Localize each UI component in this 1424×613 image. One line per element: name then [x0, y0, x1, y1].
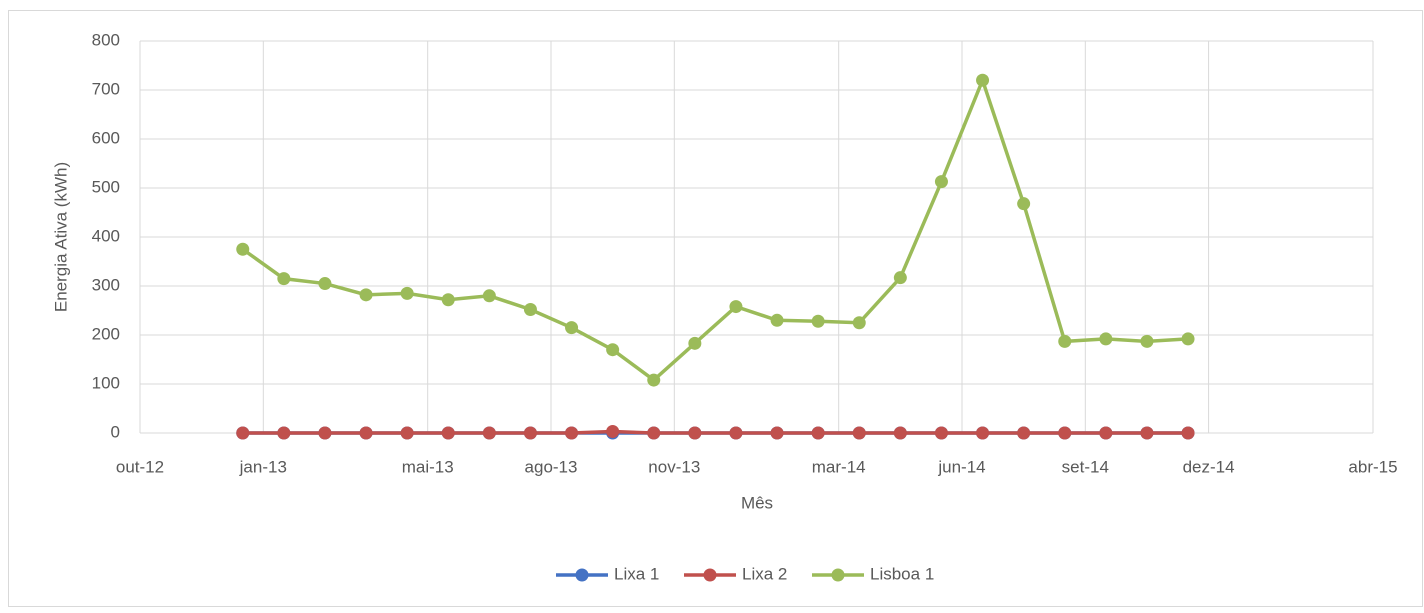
- data-point: [1140, 426, 1154, 440]
- data-point: [976, 426, 990, 440]
- data-point: [770, 313, 784, 327]
- data-point: [1017, 197, 1031, 211]
- y-tick-label: 200: [92, 324, 120, 343]
- x-tick-label: jan-13: [239, 457, 287, 476]
- x-tick-label: dez-14: [1183, 457, 1235, 476]
- data-point: [359, 288, 373, 302]
- x-tick-label: mai-13: [402, 457, 454, 476]
- data-point: [934, 426, 948, 440]
- data-point: [1099, 426, 1113, 440]
- y-tick-label: 800: [92, 30, 120, 49]
- data-point: [688, 426, 702, 440]
- data-point: [1181, 332, 1195, 346]
- data-point: [565, 426, 579, 440]
- data-point: [1017, 426, 1031, 440]
- data-point: [770, 426, 784, 440]
- data-point: [811, 426, 825, 440]
- x-tick-label: abr-15: [1348, 457, 1397, 476]
- data-point: [565, 321, 579, 335]
- data-point: [1140, 334, 1154, 348]
- data-point: [441, 293, 455, 307]
- data-point: [523, 426, 537, 440]
- data-point: [811, 314, 825, 328]
- chart-frame: [8, 10, 1423, 607]
- data-point: [647, 373, 661, 387]
- data-point: [852, 316, 866, 330]
- data-point: [482, 426, 496, 440]
- legend-label: Lixa 1: [614, 564, 659, 583]
- y-tick-label: 600: [92, 128, 120, 147]
- data-point: [1058, 426, 1072, 440]
- data-point: [523, 303, 537, 317]
- data-point: [893, 426, 907, 440]
- data-point: [1099, 332, 1113, 346]
- data-point: [606, 343, 620, 357]
- data-point: [359, 426, 373, 440]
- legend-marker: [575, 568, 589, 582]
- data-point: [318, 426, 332, 440]
- x-tick-label: jun-14: [937, 457, 985, 476]
- data-point: [688, 336, 702, 350]
- legend-label: Lixa 2: [742, 564, 787, 583]
- data-point: [976, 73, 990, 87]
- data-point: [1181, 426, 1195, 440]
- data-point: [236, 242, 250, 256]
- data-point: [277, 272, 291, 286]
- data-point: [236, 426, 250, 440]
- y-tick-label: 100: [92, 373, 120, 392]
- y-tick-label: 0: [111, 422, 120, 441]
- data-point: [1058, 334, 1072, 348]
- legend-marker: [703, 568, 717, 582]
- y-tick-label: 300: [92, 275, 120, 294]
- x-tick-label: nov-13: [648, 457, 700, 476]
- data-point: [441, 426, 455, 440]
- data-point: [277, 426, 291, 440]
- data-point: [482, 289, 496, 303]
- y-tick-label: 700: [92, 79, 120, 98]
- data-point: [852, 426, 866, 440]
- x-tick-label: set-14: [1062, 457, 1109, 476]
- y-tick-label: 400: [92, 226, 120, 245]
- x-axis-label: Mês: [741, 493, 773, 512]
- legend-marker: [831, 568, 845, 582]
- series-line: [241, 75, 1189, 383]
- data-point: [400, 286, 414, 300]
- data-point: [606, 425, 620, 439]
- data-point: [934, 175, 948, 189]
- y-tick-label: 500: [92, 177, 120, 196]
- data-point: [729, 426, 743, 440]
- data-point: [400, 426, 414, 440]
- x-tick-label: out-12: [116, 457, 164, 476]
- series-line: [242, 429, 1189, 435]
- y-axis-label: Energia Ativa (kWh): [51, 162, 70, 312]
- legend-label: Lisboa 1: [870, 564, 934, 583]
- data-point: [893, 271, 907, 285]
- data-point: [729, 300, 743, 314]
- data-point: [647, 426, 661, 440]
- data-point: [318, 277, 332, 291]
- x-tick-label: mar-14: [812, 457, 866, 476]
- x-tick-label: ago-13: [525, 457, 578, 476]
